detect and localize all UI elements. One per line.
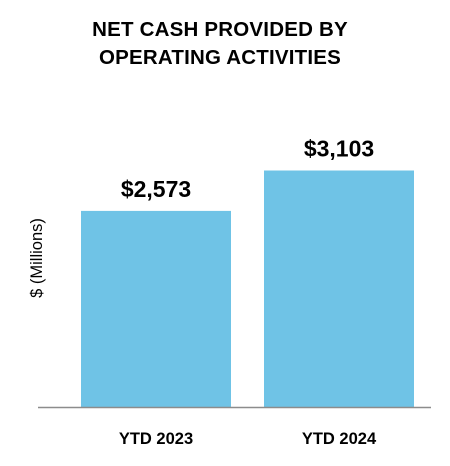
data-label: $3,103 bbox=[304, 136, 374, 162]
x-tick-labels-layer: YTD 2023 YTD 2024 bbox=[119, 430, 377, 448]
chart-title-line-1: NET CASH PROVIDED BY bbox=[92, 18, 348, 41]
bar-ytd-2024 bbox=[264, 170, 414, 407]
chart-title-line-2: OPERATING ACTIVITIES bbox=[98, 46, 342, 69]
x-tick-label: YTD 2023 bbox=[119, 430, 193, 448]
data-labels-layer: $2,573 $3,103 bbox=[121, 136, 374, 202]
x-tick-label: YTD 2024 bbox=[302, 430, 377, 448]
bar-ytd-2023 bbox=[81, 210, 231, 407]
bars-layer bbox=[81, 170, 414, 407]
y-axis-label: $ (Millions) bbox=[28, 218, 46, 298]
data-label: $2,573 bbox=[121, 176, 191, 202]
